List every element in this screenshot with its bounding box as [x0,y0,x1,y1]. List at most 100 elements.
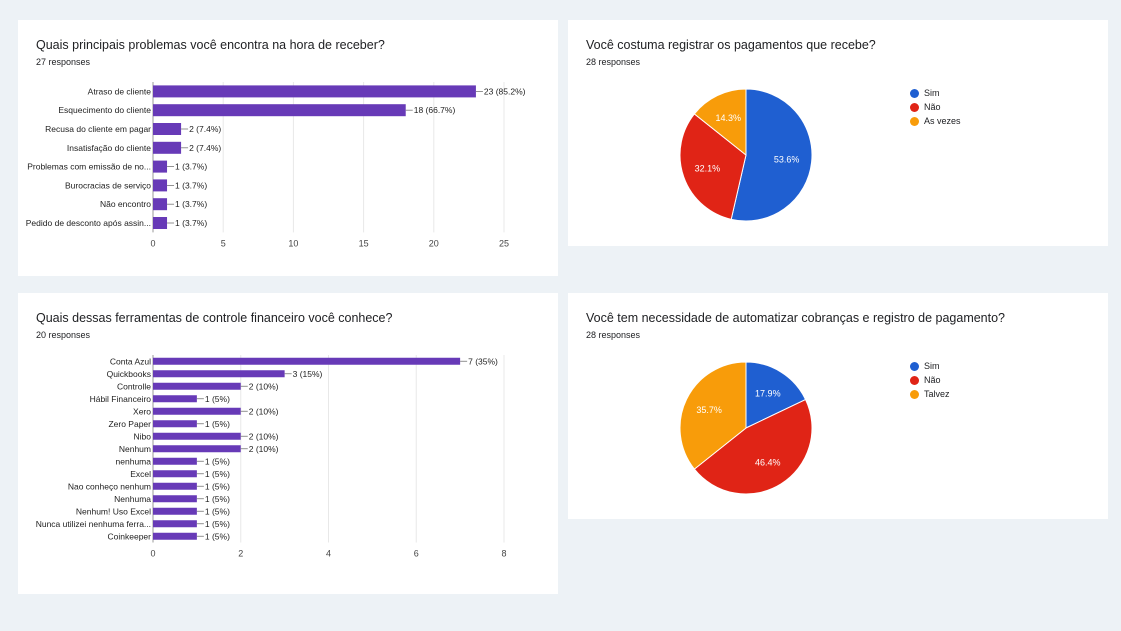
pie-slice [745,361,807,429]
legend-swatch [910,389,919,399]
legend-item: Sim [910,86,961,100]
category-label: Nao conheço nenhum [68,481,151,491]
category-label: Zero Paper [108,419,151,429]
category-label: Problemas com emissão de no... [27,162,151,172]
data-label: 18 (66.7%) [414,105,456,115]
data-label: 1 (5%) [205,519,230,529]
pie-slice [679,361,747,470]
chart-legend: Sim Não As vezes [910,86,961,128]
tools-bar-chart: 0 2 4 6 8 Conta Azul 7 (35%) Quickbooks 3 (15%) C… [36,355,507,559]
bar [153,457,197,465]
x-tick-label: 8 [501,549,506,559]
bar [153,432,241,440]
legend-swatch [910,375,919,385]
category-label: Atraso de cliente [88,86,152,96]
chart-title: Quais dessas ferramentas de controle fin… [36,311,393,325]
category-label: Não encontro [100,199,151,209]
bar [153,532,197,540]
data-label: 2 (7.4%) [189,143,221,153]
bar [153,420,197,428]
slice-label: 14.3% [715,113,741,123]
slice-label: 46.4% [755,458,781,468]
chart-title: Você costuma registrar os pagamentos que… [586,38,876,52]
response-count: 28 responses [586,57,641,67]
legend-swatch [910,116,919,126]
legend-item: Sim [910,359,950,373]
data-label: 2 (7.4%) [189,124,221,134]
data-label: 1 (3.7%) [175,199,207,209]
data-label: 1 (5%) [205,481,230,491]
x-tick-label: 10 [288,238,298,248]
response-count: 20 responses [36,330,91,340]
bar [153,482,197,490]
category-label: Nunca utilizei nenhuma ferra... [36,519,151,529]
x-tick-label: 15 [359,238,369,248]
x-tick-label: 20 [429,238,439,248]
data-label: 1 (5%) [205,456,230,466]
legend-swatch [910,102,919,112]
pie-slice [679,113,747,220]
category-label: Nenhum! Uso Excel [76,506,151,516]
data-label: 23 (85.2%) [484,86,526,96]
category-label: Esquecimento do cliente [58,105,151,115]
bar [153,123,182,135]
category-label: Recusa do cliente em pagar [45,124,151,134]
category-label: Nenhuma [114,494,151,504]
legend-label: Sim [924,361,940,371]
data-label: 7 (35%) [468,356,498,366]
x-tick-label: 5 [221,238,226,248]
category-label: Quickbooks [107,369,151,379]
bar [153,370,285,378]
x-tick-label: 6 [414,549,419,559]
bar [153,507,197,515]
register-payments-pie-chart: 53.6% 32.1% 14.3% [679,88,813,222]
problems-bar-chart: 0 5 10 15 20 25 Atraso de cliente 23 (85.2%) Esq… [26,82,526,248]
slice-label: 32.1% [695,163,721,173]
response-count: 28 responses [586,330,641,340]
data-label: 1 (5%) [205,419,230,429]
tools-chart-card: Quais dessas ferramentas de controle fin… [18,293,558,594]
legend-item: Não [910,373,950,387]
legend-label: Sim [924,88,940,98]
data-label: 2 (10%) [249,444,279,454]
bar [153,85,476,98]
chart-title: Você tem necessidade de automatizar cobr… [586,311,1006,325]
category-label: Insatisfação do cliente [67,143,151,153]
bar [153,395,197,403]
category-label: Conta Azul [110,356,151,366]
data-label: 1 (5%) [205,506,230,516]
automation-need-chart-card: Você tem necessidade de automatizar cobr… [568,293,1108,519]
chart-title: Quais principais problemas você encontra… [36,38,385,52]
category-label: nenhuma [116,456,152,466]
bar [153,217,168,229]
category-label: Excel [130,469,151,479]
pie-slice [730,88,813,222]
automation-need-pie-chart: 17.9% 46.4% 35.7% [679,361,813,495]
problems-chart-card: Quais principais problemas você encontra… [18,20,558,276]
data-label: 1 (5%) [205,494,230,504]
bar [153,382,241,390]
legend-label: Talvez [924,389,950,399]
data-label: 1 (5%) [205,394,230,404]
legend-swatch [910,361,919,371]
slice-label: 53.6% [774,155,800,165]
chart-legend: Sim Não Talvez [910,359,950,401]
register-payments-chart-card: Você costuma registrar os pagamentos que… [568,20,1108,246]
bar [153,407,241,415]
category-label: Xero [133,406,151,416]
bar [153,495,197,503]
data-label: 2 (10%) [249,431,279,441]
bar [153,141,182,154]
pie-slice [693,88,747,157]
x-tick-label: 0 [150,549,155,559]
bar [153,357,461,365]
data-label: 3 (15%) [293,369,323,379]
response-count: 27 responses [36,57,91,67]
category-label: Hábil Financeiro [90,394,152,404]
slice-label: 17.9% [755,388,781,398]
legend-label: As vezes [924,116,961,126]
data-label: 1 (5%) [205,531,230,541]
legend-label: Não [924,102,941,112]
legend-label: Não [924,375,941,385]
category-label: Pedido de desconto após assin... [26,218,151,228]
